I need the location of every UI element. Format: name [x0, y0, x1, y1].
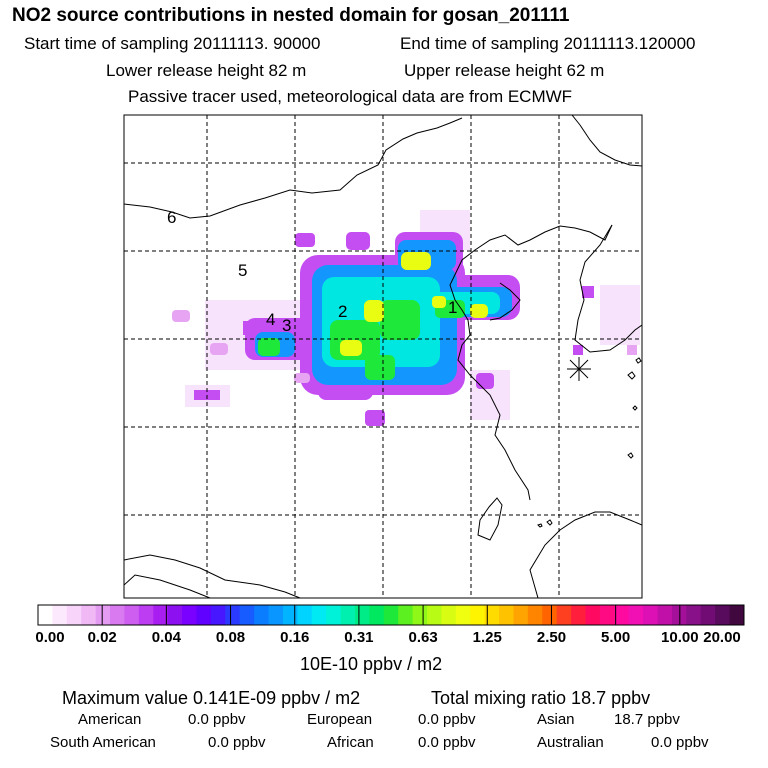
colorbar-cell — [239, 605, 255, 625]
colorbar-tick-label: 0.08 — [215, 629, 246, 646]
asian-label: Asian — [537, 711, 575, 728]
colorbar-cell — [52, 605, 68, 625]
lower-height-label: Lower release height 82 m — [106, 61, 307, 80]
colorbar-cell — [326, 605, 342, 625]
colorbar-cell — [729, 605, 745, 625]
colorbar-cell — [110, 605, 125, 625]
colorbar-cell — [441, 605, 457, 625]
source-label-6: 6 — [167, 208, 176, 227]
colorbar-cell — [354, 605, 370, 625]
colorbar-cell — [369, 605, 385, 625]
european-value: 0.0 ppbv — [418, 711, 476, 728]
colorbar-tick-label: 1.25 — [472, 629, 502, 646]
colorbar-cell — [427, 605, 442, 625]
colorbar-tick-label: 5.00 — [601, 629, 631, 646]
end-time-label: End time of sampling 20111113.120000 — [400, 34, 696, 53]
total-mixing-label: Total mixing ratio 18.7 ppbv — [431, 688, 651, 708]
colorbar-tick-label: 0.02 — [87, 629, 117, 646]
asian-value: 18.7 ppbv — [614, 711, 680, 728]
colorbar-cell — [282, 605, 298, 625]
max-value-label: Maximum value 0.141E-09 ppbv / m2 — [62, 688, 361, 708]
colorbar-cell — [66, 605, 82, 625]
african-label: African — [327, 734, 374, 751]
colorbar-tick-label: 20.00 — [703, 629, 741, 646]
colorbar-tick-label: 0.16 — [280, 629, 310, 646]
colorbar-cell — [182, 605, 197, 625]
south-american-value: 0.0 ppbv — [208, 734, 266, 751]
source-label-2: 2 — [338, 302, 347, 321]
colorbar-cell — [138, 605, 154, 625]
australian-label: Australian — [537, 734, 604, 751]
taiwan-island — [477, 497, 503, 541]
colorbar-cell — [153, 605, 169, 625]
source-label-3: 3 — [282, 316, 291, 335]
page-title: NO2 source contributions in nested domai… — [12, 5, 570, 26]
colorbar-cell — [542, 605, 558, 625]
colorbar-cell — [513, 605, 529, 625]
colorbar-cell — [499, 605, 514, 625]
source-label-1: 1 — [448, 298, 457, 317]
australian-value: 0.0 ppbv — [651, 734, 709, 751]
colorbar-cell — [167, 605, 183, 625]
colorbar-unit: 10E-10 ppbv / m2 — [300, 654, 443, 674]
colorbar-cell — [556, 605, 572, 625]
colorbar-tick-label: 0.31 — [344, 629, 374, 646]
map-grid — [124, 115, 642, 598]
small-islands — [537, 357, 642, 528]
colorbar-cell — [81, 605, 97, 625]
start-time-label: Start time of sampling 20111113. 90000 — [24, 34, 321, 53]
asterisk-receptor-icon — [567, 357, 591, 381]
info-label: Passive tracer used, meteorological data… — [128, 87, 573, 106]
map-area — [124, 115, 642, 598]
european-label: European — [307, 711, 373, 728]
colorbar-cell — [196, 605, 212, 625]
colorbar-cell — [571, 605, 587, 625]
upper-height-label: Upper release height 62 m — [404, 61, 605, 80]
colorbar-cell — [470, 605, 486, 625]
map-frame — [123, 114, 643, 599]
south-american-label: South American — [50, 734, 156, 751]
colorbar-tick-label: 2.50 — [536, 629, 567, 646]
american-label: American — [78, 711, 142, 728]
colorbar-cell — [38, 605, 53, 625]
american-value: 0.0 ppbv — [188, 711, 246, 728]
colorbar-cell — [383, 605, 399, 625]
colorbar-cell — [484, 605, 500, 625]
colorbar-cell — [311, 605, 327, 625]
colorbar-cell — [715, 605, 731, 625]
colorbar — [38, 605, 745, 625]
colorbar-cell — [254, 605, 270, 625]
plume-yellow — [340, 252, 488, 356]
colorbar-cell — [268, 605, 284, 625]
colorbar-cell — [686, 605, 702, 625]
colorbar-cell — [455, 605, 471, 625]
colorbar-tick-label: 0.00 — [35, 629, 65, 646]
colorbar-cell — [398, 605, 414, 625]
colorbar-cell — [225, 605, 241, 625]
colorbar-cell — [527, 605, 543, 625]
colorbar-cell — [95, 605, 111, 625]
colorbar-cell — [210, 605, 226, 625]
colorbar-cell — [657, 605, 673, 625]
source-label-5: 5 — [238, 261, 247, 280]
source-label-4: 4 — [266, 310, 275, 329]
colorbar-tick-label: 0.63 — [408, 629, 438, 646]
colorbar-cell — [700, 605, 716, 625]
colorbar-tick-label: 0.04 — [151, 629, 181, 646]
colorbar-cell — [585, 605, 601, 625]
coastlines — [124, 115, 642, 598]
colorbar-frame — [37, 604, 745, 626]
colorbar-cell — [628, 605, 644, 625]
colorbar-cell — [614, 605, 630, 625]
colorbar-cell — [643, 605, 659, 625]
colorbar-cell — [599, 605, 615, 625]
african-value: 0.0 ppbv — [418, 734, 476, 751]
colorbar-cell — [412, 605, 428, 625]
colorbar-tick-label: 10.00 — [661, 629, 699, 646]
colorbar-cell — [124, 605, 140, 625]
colorbar-cell — [297, 605, 313, 625]
plume-fringe — [172, 310, 637, 383]
colorbar-cell — [340, 605, 356, 625]
